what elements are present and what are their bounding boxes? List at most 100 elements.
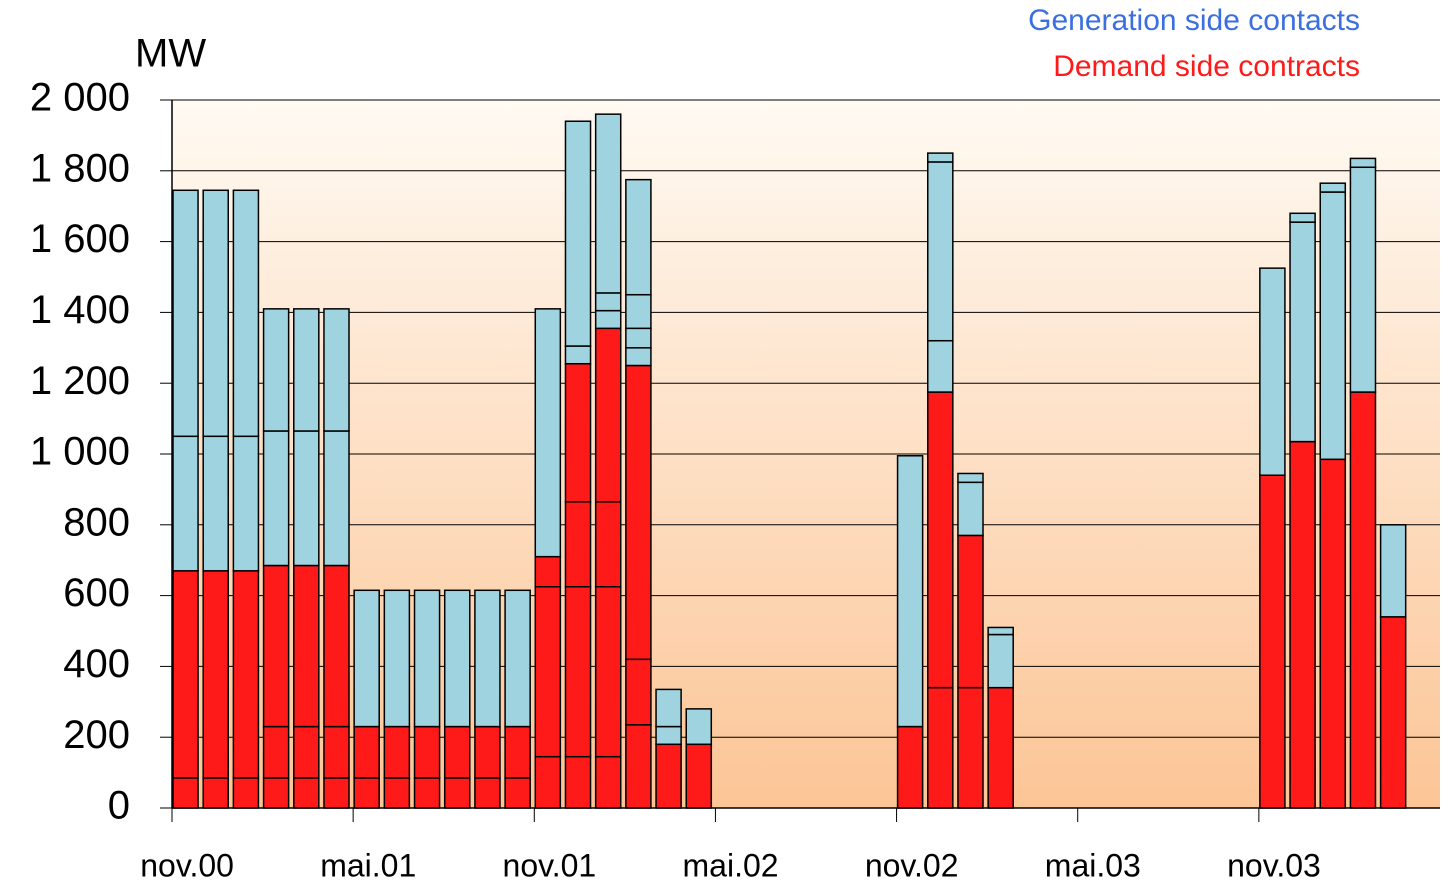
bar-segment [262, 777, 290, 809]
bar-segment [443, 777, 471, 809]
bar-segment [927, 686, 954, 809]
bar-segment [927, 152, 954, 163]
bar-segment [625, 293, 652, 330]
x-tick-label: mai.03 [1045, 847, 1141, 883]
legend-label: Demand side contracts [1053, 50, 1360, 83]
bar-segment [957, 481, 984, 537]
bar-segment [504, 725, 531, 779]
bar-segment [1289, 221, 1316, 443]
bar-segment [534, 308, 562, 558]
bar-segment [413, 725, 441, 779]
bar-segment [625, 347, 652, 367]
bar-segment [625, 364, 652, 661]
bar-segment [957, 472, 984, 484]
y-tick-label: 200 [63, 713, 130, 757]
bar-segment [594, 309, 622, 330]
bar-segment [443, 725, 471, 779]
bar-segment [202, 777, 229, 809]
bar-segment [927, 339, 954, 393]
bar-segment [383, 725, 411, 779]
bar-segment [1289, 212, 1316, 223]
bar-segment [172, 189, 199, 438]
y-tick-label: 800 [63, 500, 130, 544]
x-tick-label: nov.02 [865, 847, 959, 883]
bar-segment [564, 362, 592, 503]
y-tick-label: 2 000 [30, 76, 130, 120]
bar-segment [262, 725, 290, 779]
x-tick-label: nov.01 [503, 847, 597, 883]
bar-segment [262, 430, 290, 567]
bar-segment [625, 327, 652, 349]
x-tick-label: mai.02 [683, 847, 779, 883]
bar-segment [413, 777, 441, 809]
bar-segment [1319, 182, 1347, 193]
bar-segment [564, 586, 592, 758]
bar-segment [594, 501, 622, 588]
bar-segment [293, 430, 320, 567]
bar-segment [987, 626, 1014, 636]
bar-segment [1379, 524, 1407, 618]
bar-segment [896, 455, 924, 728]
bar-segment [202, 189, 229, 438]
y-tick-label: 1 200 [30, 359, 130, 403]
bar-segment [172, 570, 199, 779]
bar-segment [1289, 440, 1316, 809]
legend-label: Generation side contacts [1028, 4, 1360, 37]
bar-segment [293, 777, 320, 809]
bar-segment [685, 743, 713, 809]
bar-segment [1259, 267, 1286, 476]
bar-segment [323, 725, 350, 779]
bar-segment [625, 178, 652, 296]
y-axis-label: MW [135, 32, 206, 76]
bar-segment [232, 570, 260, 779]
x-tick-label: nov.00 [140, 847, 234, 883]
bar-segment [413, 589, 441, 728]
x-tick-label: mai.01 [320, 847, 416, 883]
bar-segment [987, 633, 1014, 689]
bar-segment [1379, 616, 1407, 809]
bar-segment [383, 589, 411, 728]
bar-segment [594, 292, 622, 312]
bar-segment [323, 564, 350, 728]
bar-segment [323, 308, 350, 432]
bar-segment [534, 555, 562, 588]
bar-segment [564, 345, 592, 365]
bar-segment [323, 777, 350, 809]
bar-segment [655, 743, 682, 809]
bar-segment [232, 435, 260, 572]
y-tick-label: 1 800 [30, 146, 130, 190]
bar-segment [232, 777, 260, 809]
bar-segment [625, 658, 652, 726]
bar-segment [353, 777, 380, 809]
y-tick-label: 0 [108, 784, 130, 828]
bar-segment [293, 308, 320, 432]
bar-segment [474, 725, 501, 779]
bar-segment [232, 189, 260, 438]
bar-segment [957, 686, 984, 809]
bar-segment [1319, 191, 1347, 461]
bar-segment [504, 777, 531, 809]
bar-segment [1259, 474, 1286, 809]
bar-segment [564, 120, 592, 347]
bar-segment [172, 435, 199, 572]
bar-segment [655, 725, 682, 746]
bar-segment [262, 308, 290, 432]
bar-segment [896, 725, 924, 809]
bar-segment [1349, 166, 1377, 393]
bar-segment [262, 564, 290, 728]
bar-segment [927, 161, 954, 342]
bar-segment [594, 113, 622, 294]
bar-segment [474, 777, 501, 809]
bar-segment [172, 777, 199, 809]
x-tick-label: nov.03 [1227, 847, 1321, 883]
bar-segment [1349, 391, 1377, 809]
bar-segment [927, 391, 954, 689]
bar-segment [957, 534, 984, 689]
bar-segment [323, 430, 350, 567]
y-tick-label: 1 000 [30, 430, 130, 474]
bar-segment [1319, 458, 1347, 809]
bar-segment [293, 725, 320, 779]
bar-segment [474, 589, 501, 728]
bar-segment [353, 589, 380, 728]
